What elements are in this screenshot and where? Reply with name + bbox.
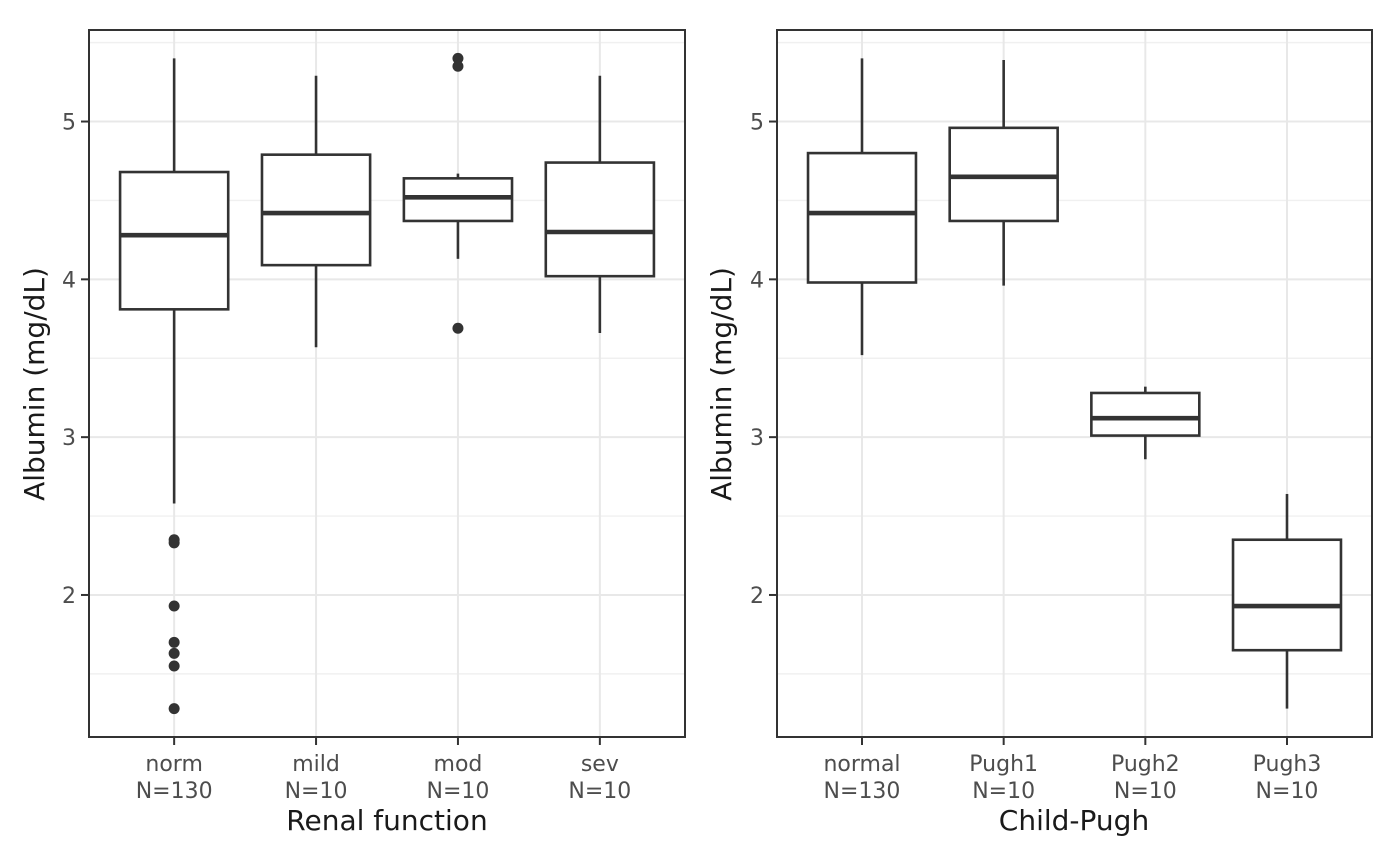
y-tick-label: 2 [750,584,764,609]
x-tick-label-category: mild [292,752,340,777]
outlier-dot [168,660,180,672]
x-tick-label-category: normal [823,752,900,777]
boxplot-mod [402,52,514,334]
x-tick-label-category: Pugh3 [1253,752,1322,777]
boxplot-sev [544,75,656,333]
x-tick-label-n: N=10 [568,779,631,804]
x-tick-label-category: Pugh1 [969,752,1038,777]
y-tick-label: 5 [750,111,764,136]
x-axis-title-renal-function: Renal function [286,804,487,837]
y-tick-label: 2 [62,584,76,609]
outlier-dot [168,537,180,549]
x-axis-title-child-pugh: Child-Pugh [999,804,1149,837]
x-tick-label-category: mod [434,752,483,777]
x-tick-label-n: N=10 [285,779,348,804]
outlier-dot [168,647,180,659]
outlier-dot [168,600,180,612]
y-axis-title-right: Albumin (mg/dL) [705,267,738,501]
outlier-dot [168,703,180,715]
iqr-box [260,153,372,267]
y-tick-label: 5 [62,111,76,136]
panel-border [88,29,686,738]
iqr-box [118,170,230,311]
x-tick-label-n: N=10 [1114,779,1177,804]
y-tick-label: 3 [62,426,76,451]
iqr-box [1231,538,1343,652]
outlier-dot [452,60,464,72]
x-tick-label-category: Pugh2 [1111,752,1180,777]
iqr-box [544,161,656,278]
y-tick-label: 3 [750,426,764,451]
y-axis-title-left: Albumin (mg/dL) [18,267,51,501]
x-tick-label-n: N=10 [1256,779,1319,804]
boxplot-Pugh1 [948,59,1059,286]
iqr-box [1090,391,1201,437]
x-tick-label-category: norm [145,752,203,777]
panel-border [776,29,1373,738]
x-tick-label-n: N=130 [136,779,213,804]
boxplot-norm [118,58,230,715]
iqr-box [402,177,514,223]
x-tick-label-category: sev [581,752,619,777]
x-tick-label-n: N=10 [427,779,490,804]
outlier-dot [168,636,180,648]
outlier-dot [452,52,464,64]
boxplot-Pugh3 [1231,493,1343,709]
boxplot-mild [260,75,372,348]
panel-child-pugh: 2345normalN=130Pugh1N=10Pugh2N=10Pugh3N=… [750,29,1373,804]
x-tick-label-n: N=130 [824,779,901,804]
iqr-box [948,126,1059,223]
boxplot-Pugh2 [1090,386,1201,460]
boxplot-normal [806,58,918,356]
x-tick-label-n: N=10 [972,779,1035,804]
outlier-dot [452,322,464,334]
panel-background [89,30,685,737]
y-tick-label: 4 [62,268,76,293]
y-tick-label: 4 [750,268,764,293]
iqr-box [806,151,918,284]
